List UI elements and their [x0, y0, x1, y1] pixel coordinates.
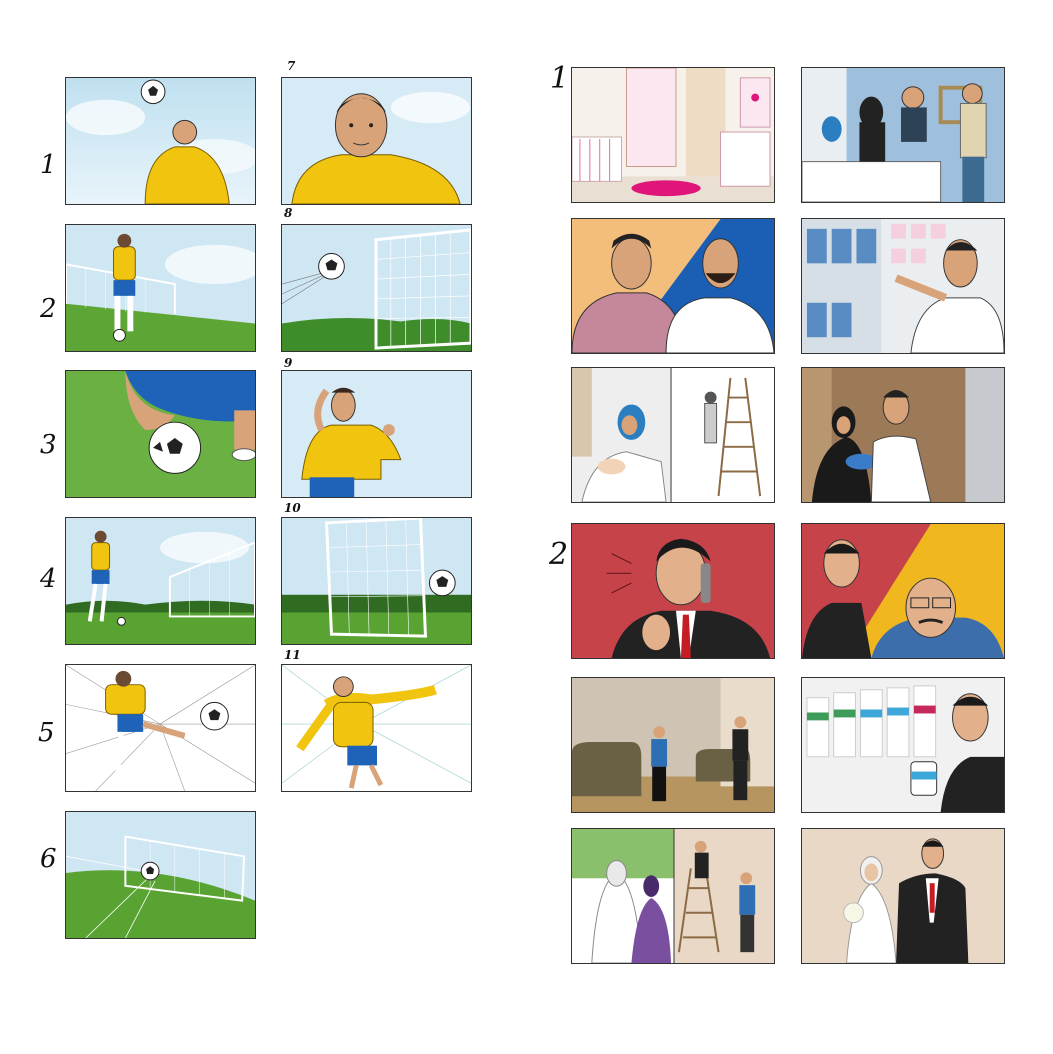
- section-number-2: 2: [549, 537, 569, 572]
- soccer-panel-7: [281, 77, 472, 205]
- row-number-3: 3: [40, 430, 57, 460]
- panel-number-11: 11: [284, 648, 301, 662]
- soccer-panel-10: [281, 517, 472, 645]
- story-panel-wedding: [801, 828, 1005, 964]
- row-number-6: 6: [40, 844, 57, 874]
- story-panel-bride-painter: [571, 828, 775, 964]
- row-number-2: 2: [40, 294, 57, 324]
- story-panel-two-men-call: [801, 523, 1005, 659]
- panel-number-7: 7: [287, 59, 296, 73]
- row-number-4: 4: [40, 564, 57, 594]
- story-panel-family: [801, 367, 1005, 503]
- panel-number-8: 8: [284, 206, 293, 220]
- row-number-1: 1: [40, 150, 57, 180]
- story-panel-reading-label: [801, 677, 1005, 813]
- soccer-panel-3: [65, 370, 256, 498]
- soccer-panel-6: [65, 811, 256, 939]
- story-panel-hospital: [801, 67, 1005, 203]
- story-panel-mother-painter: [571, 367, 775, 503]
- soccer-panel-11: [281, 664, 472, 792]
- story-panel-nursery: [571, 67, 775, 203]
- story-panel-phone-split: [571, 218, 775, 354]
- soccer-panel-9: [281, 370, 472, 498]
- story-panel-businessman-call: [571, 523, 775, 659]
- panel-number-9: 9: [284, 356, 293, 370]
- soccer-panel-2: [65, 224, 256, 352]
- story-panel-living-room: [571, 677, 775, 813]
- soccer-panel-8: [281, 224, 472, 352]
- panel-number-10: 10: [284, 501, 301, 515]
- story-panel-store-shelf: [801, 218, 1005, 354]
- row-number-5: 5: [38, 718, 55, 748]
- soccer-panel-4: [65, 517, 256, 645]
- soccer-panel-1: [65, 77, 256, 205]
- section-number-1: 1: [550, 61, 570, 96]
- soccer-panel-5: [65, 664, 256, 792]
